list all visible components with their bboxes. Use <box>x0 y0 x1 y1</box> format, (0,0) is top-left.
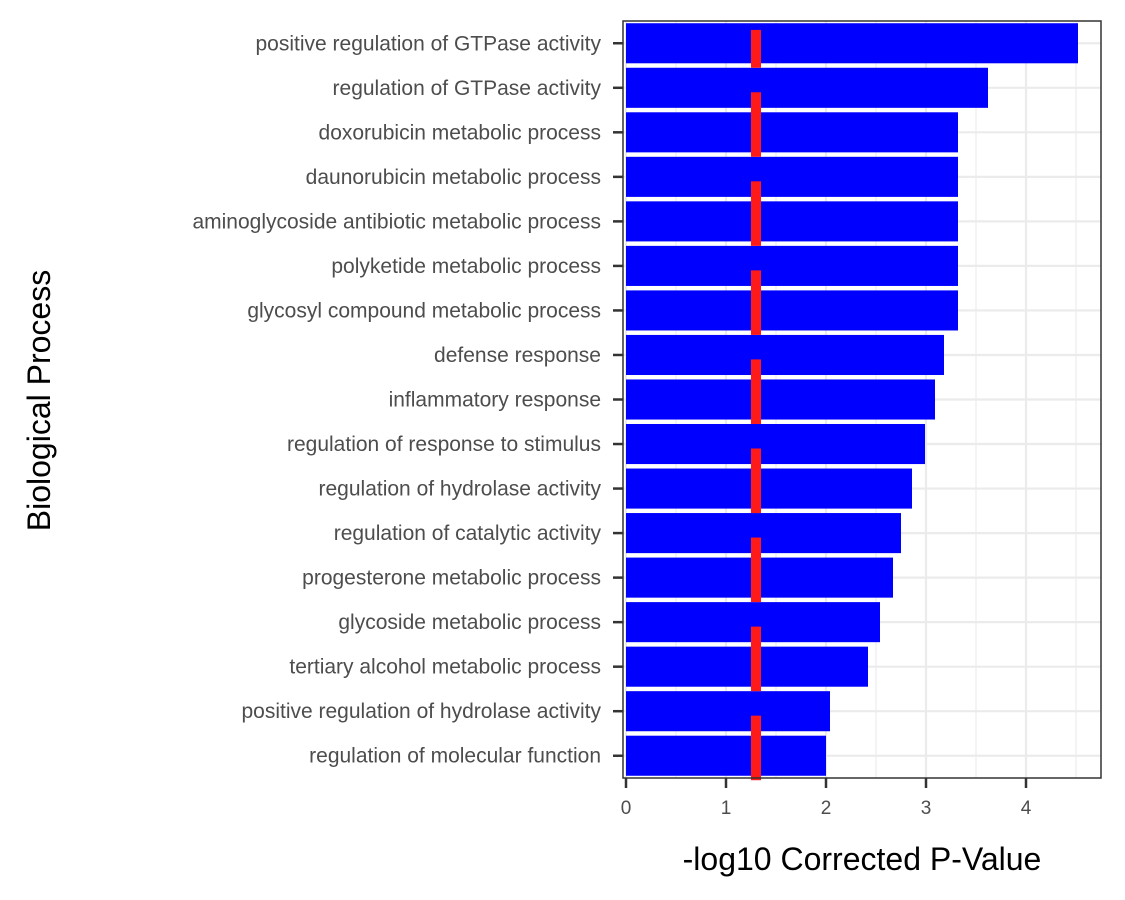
bar <box>626 735 826 776</box>
threshold-marker <box>751 564 761 603</box>
bar <box>626 646 868 687</box>
bar <box>626 334 944 376</box>
threshold-marker <box>751 475 761 514</box>
y-axis-title: Biological Process <box>21 270 57 531</box>
x-tick-label: 0 <box>621 798 632 819</box>
threshold-marker <box>751 715 761 754</box>
threshold-marker <box>751 626 761 665</box>
threshold-marker <box>751 359 761 398</box>
category-label: regulation of catalytic activity <box>334 522 602 545</box>
x-tick-label: 2 <box>821 798 832 819</box>
threshold-marker <box>751 742 761 781</box>
bar <box>626 468 912 509</box>
category-label: tertiary alcohol metabolic process <box>289 656 601 679</box>
category-label: daunorubicin metabolic process <box>306 166 601 189</box>
bar <box>626 423 925 465</box>
bar <box>626 513 901 554</box>
x-tick-label: 4 <box>1021 798 1032 819</box>
bar <box>626 290 958 331</box>
x-tick-label: 1 <box>721 798 732 819</box>
category-label: inflammatory response <box>389 389 601 412</box>
category-label: progesterone metabolic process <box>302 567 601 590</box>
category-label: glycosyl compound metabolic process <box>247 299 601 322</box>
bar <box>626 245 958 286</box>
threshold-marker <box>751 270 761 309</box>
x-axis: 0 1 2 3 4 <box>621 778 1032 819</box>
threshold-marker <box>751 208 761 246</box>
threshold-marker <box>751 297 761 335</box>
threshold-marker <box>751 118 761 157</box>
category-label: doxorubicin metabolic process <box>319 121 601 144</box>
threshold-marker <box>751 386 761 424</box>
threshold-markers <box>751 29 761 781</box>
bar <box>626 691 830 732</box>
threshold-marker <box>751 653 761 692</box>
threshold-marker <box>751 29 761 68</box>
bars <box>626 23 1078 776</box>
category-label: regulation of GTPase activity <box>333 77 602 100</box>
bar <box>626 379 935 420</box>
threshold-marker <box>751 181 761 220</box>
bar <box>626 67 988 108</box>
bar <box>626 23 1078 64</box>
category-label: positive regulation of hydrolase activit… <box>241 700 601 723</box>
category-label: regulation of response to stimulus <box>287 433 601 456</box>
y-axis: positive regulation of GTPase activity re… <box>192 32 623 768</box>
bar <box>626 112 958 153</box>
threshold-marker <box>751 92 761 131</box>
category-label: defense response <box>434 344 601 367</box>
category-label: regulation of molecular function <box>309 745 601 768</box>
category-label: glycoside metabolic process <box>338 611 601 634</box>
x-axis-title: -log10 Corrected P-Value <box>683 841 1042 877</box>
bar <box>626 201 958 242</box>
x-tick-label: 3 <box>921 798 932 819</box>
category-label: polyketide metabolic process <box>331 255 601 278</box>
bar <box>626 156 958 197</box>
category-label: aminoglycoside antibiotic metabolic proc… <box>192 210 601 233</box>
threshold-marker <box>751 448 761 487</box>
threshold-marker <box>751 537 761 576</box>
category-label: positive regulation of GTPase activity <box>256 32 602 55</box>
category-label: regulation of hydrolase activity <box>319 478 602 501</box>
